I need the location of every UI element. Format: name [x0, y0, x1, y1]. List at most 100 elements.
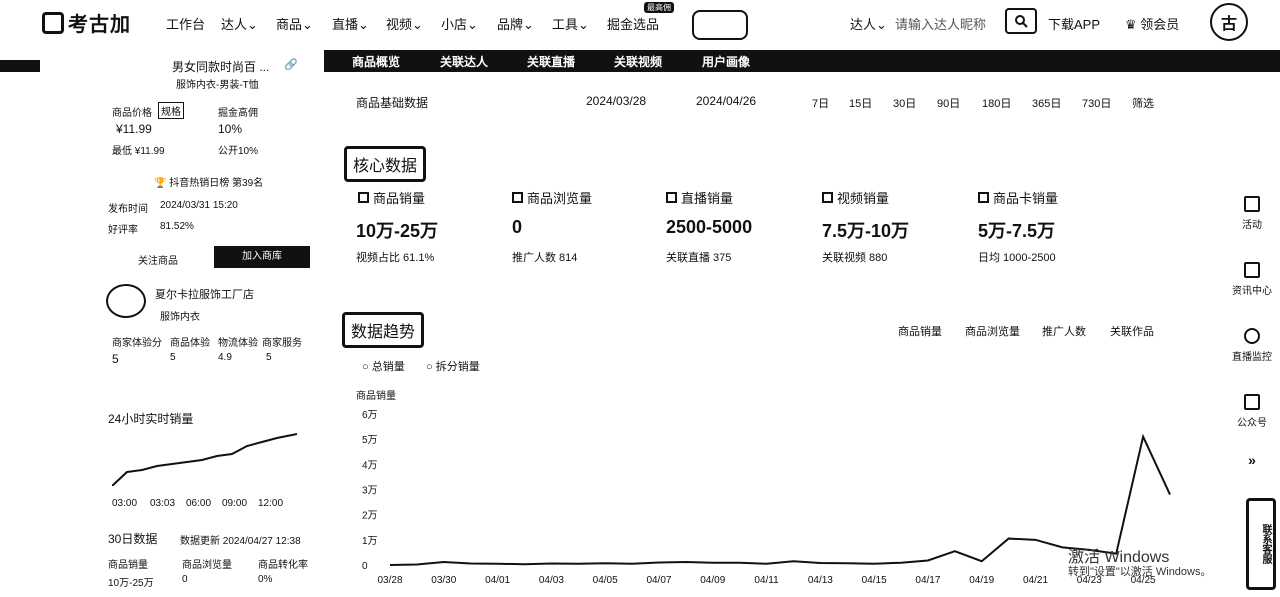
tab-lives[interactable]: 关联直播 — [527, 55, 576, 69]
range-90d[interactable]: 90日 — [937, 98, 961, 110]
nav-juejin[interactable]: 掘金选品 — [607, 17, 660, 32]
range-15d[interactable]: 15日 — [849, 98, 873, 110]
rank-badge: 🏆 抖音热销日榜 第39名 — [154, 178, 264, 189]
customer-service-button[interactable]: 联系客服 — [1246, 498, 1276, 590]
nav-shop[interactable]: 小店⌄ — [441, 17, 478, 32]
download-app-link[interactable]: 下载APP — [1048, 17, 1101, 32]
x-tick-label: 04/09 — [700, 575, 725, 586]
sidebar-item-news[interactable]: 资讯中心 — [1228, 262, 1276, 297]
range-7d[interactable]: 7日 — [812, 98, 830, 110]
range-365d[interactable]: 365日 — [1032, 98, 1062, 110]
nav-product[interactable]: 商品⌄ — [276, 17, 313, 32]
stats30-label: 商品销量 — [108, 560, 148, 571]
trend-tab-views[interactable]: 商品浏览量 — [965, 326, 1020, 338]
tab-videos[interactable]: 关联视频 — [614, 55, 663, 69]
stats30-value: 10万-25万 — [108, 578, 154, 589]
shop-name[interactable]: 夏尔卡拉服饰工厂店 — [155, 289, 254, 301]
roi-promo-icon[interactable] — [692, 10, 748, 40]
product-title: 男女同款时尚百 ... — [172, 60, 270, 74]
nav-live[interactable]: 直播⌄ — [332, 17, 369, 32]
metric-label: 视频销量 — [822, 188, 889, 207]
trend-tab-split[interactable]: ○ 拆分销量 — [426, 361, 480, 373]
range-180d[interactable]: 180日 — [982, 98, 1012, 110]
range-label: 商品基础数据 — [356, 96, 429, 110]
sales-trend-chart: 0 1万 2万 3万 4万 5万 6万 03/28 03/30 04/01 04/03 04/05 04… — [362, 410, 1171, 586]
tab-overview[interactable]: 商品概览 — [352, 55, 401, 69]
brand-name: 考古加 — [68, 14, 131, 36]
realtime-tick: 03:00 — [112, 498, 138, 509]
commission-value: 10% — [218, 122, 243, 136]
search-button[interactable] — [1005, 8, 1037, 34]
shop-avatar[interactable] — [106, 284, 146, 318]
trend-tab-total[interactable]: ○ 总销量 — [362, 361, 405, 373]
link-icon[interactable]: 🔗 — [284, 59, 298, 71]
add-to-library-button[interactable]: 加入商库 — [214, 246, 310, 268]
range-end[interactable]: 2024/04/26 — [696, 94, 757, 108]
range-filter[interactable]: 筛选 — [1132, 98, 1154, 110]
nav-video[interactable]: 视频⌄ — [386, 17, 423, 32]
sidebar-item-activity[interactable]: 活动 — [1228, 196, 1276, 231]
metric-value: 7.5万-10万 — [822, 221, 910, 241]
nav-influencer[interactable]: 达人⌄ — [221, 17, 258, 32]
camera-icon — [1244, 328, 1260, 344]
trend-tab-works[interactable]: 关联作品 — [1110, 326, 1154, 338]
shop-score-value: 5 — [112, 352, 119, 366]
core-data-title: 核心数据 — [344, 146, 427, 182]
public-commission: 公开10% — [218, 146, 259, 157]
realtime-tick: 12:00 — [258, 498, 284, 509]
product-title-row: 男女同款时尚百 ... 🔗 — [0, 50, 320, 74]
shop-score-label: 商家体验分 — [112, 338, 162, 349]
metric-sub: 关联直播 375 — [666, 252, 732, 264]
follow-product-button[interactable]: 关注商品 — [138, 256, 178, 267]
nav-workbench[interactable]: 工作台 — [166, 17, 206, 32]
range-730d[interactable]: 730日 — [1082, 98, 1112, 110]
tab-influencers[interactable]: 关联达人 — [440, 55, 489, 69]
member-link[interactable]: ♛ 领会员 — [1125, 17, 1180, 32]
commission-label: 掘金高佣 — [218, 108, 258, 119]
user-type-select[interactable]: 达人⌄ — [850, 17, 887, 32]
stats30-value: 0 — [182, 574, 188, 585]
trend-tab-sales[interactable]: 商品销量 — [898, 326, 942, 338]
brand-logo[interactable]: 考古加 — [42, 8, 131, 37]
product-price: ¥11.99 — [116, 122, 152, 136]
x-tick-label: 04/07 — [646, 575, 671, 586]
sales-icon — [358, 192, 369, 203]
realtime-title: 24小时实时销量 — [108, 412, 194, 426]
x-tick-label: 03/30 — [431, 575, 456, 586]
nav-tools[interactable]: 工具⌄ — [552, 17, 589, 32]
rating-value: 81.52% — [160, 221, 194, 232]
sidebar-item-wechat[interactable]: 公众号 — [1228, 394, 1276, 429]
user-avatar[interactable]: 古 — [1210, 3, 1248, 41]
stats30-label: 商品转化率 — [258, 560, 308, 571]
y-tick-label: 5万 — [362, 435, 378, 446]
series-line — [389, 433, 1171, 566]
x-tick-label: 04/23 — [1077, 575, 1102, 586]
qrcode-icon — [1244, 394, 1260, 410]
metric-sub: 推广人数 814 — [512, 252, 578, 264]
trend-tab-promoters[interactable]: 推广人数 — [1042, 326, 1086, 338]
range-start[interactable]: 2024/03/28 — [586, 94, 647, 108]
spec-button[interactable]: 规格 — [158, 102, 184, 119]
tab-audience[interactable]: 用户画像 — [702, 55, 751, 69]
x-tick-label: 04/11 — [754, 575, 779, 586]
y-tick-label: 0 — [362, 561, 368, 572]
shop-score-value: 4.9 — [218, 352, 232, 363]
x-tick-label: 04/05 — [593, 575, 618, 586]
logo-icon — [42, 11, 64, 34]
sidebar-item-live-monitor[interactable]: 直播监控 — [1228, 328, 1276, 363]
product-sidebar: 男女同款时尚百 ... 🔗 服饰内衣-男装-T恤 商品价格 规格 ¥11.99 … — [0, 46, 320, 597]
live-icon — [666, 192, 677, 203]
price-label: 商品价格 — [112, 108, 152, 119]
rating-label: 好评率 — [108, 225, 138, 236]
search-input[interactable]: 请输入达人昵称 — [895, 17, 987, 32]
x-tick-label: 04/15 — [862, 575, 887, 586]
x-tick-label: 04/13 — [808, 575, 833, 586]
publish-label: 发布时间 — [108, 204, 148, 215]
nav-brand[interactable]: 品牌⌄ — [497, 17, 534, 32]
metric-value: 0 — [512, 217, 523, 237]
metric-label: 商品销量 — [358, 188, 425, 207]
shop-score-label: 商品体验 — [170, 338, 210, 349]
stats30-title: 30日数据 — [108, 532, 158, 546]
expand-icon[interactable]: » — [1248, 452, 1256, 468]
range-30d[interactable]: 30日 — [893, 98, 917, 110]
